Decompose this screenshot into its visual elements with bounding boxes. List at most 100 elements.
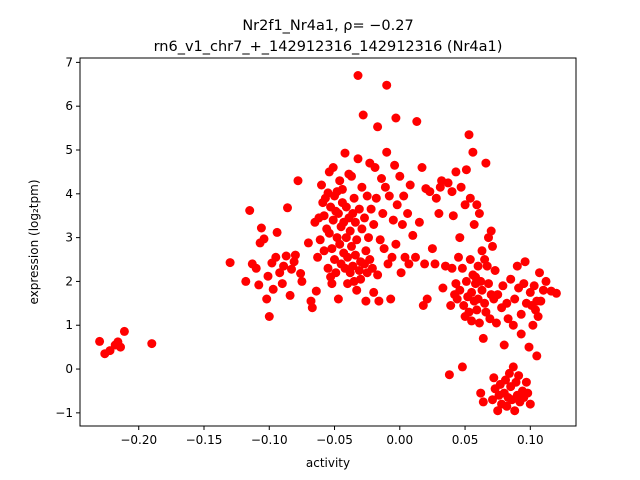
data-point (446, 301, 456, 310)
data-point (469, 220, 479, 229)
data-point (420, 259, 430, 269)
data-point (455, 233, 465, 243)
data-point (485, 314, 495, 324)
data-point (524, 342, 534, 352)
data-point (285, 290, 295, 300)
chart-title-line1: Nr2f1_Nr4a1, ρ= −0.27 (242, 18, 413, 34)
data-point (491, 318, 501, 328)
data-point (331, 268, 341, 278)
data-point (303, 238, 313, 248)
data-point (481, 307, 491, 317)
data-point (356, 274, 366, 284)
data-point (476, 388, 486, 398)
data-point (451, 279, 461, 289)
data-point (504, 368, 514, 378)
data-point (388, 215, 398, 225)
data-point (397, 220, 407, 229)
data-point (358, 110, 368, 120)
y-tick-label: 5 (65, 143, 73, 157)
data-point (519, 279, 529, 289)
data-point (464, 130, 474, 140)
data-point (375, 235, 385, 245)
data-point (404, 259, 414, 269)
y-tick-label: 0 (65, 362, 73, 376)
data-point (357, 182, 367, 192)
data-point (412, 117, 422, 126)
data-point (498, 281, 508, 291)
data-point (251, 263, 261, 273)
data-point (451, 167, 461, 177)
data-point (317, 180, 326, 190)
data-point (510, 294, 520, 304)
data-point (319, 246, 329, 256)
data-point (361, 246, 371, 256)
data-point (354, 266, 364, 275)
data-point (392, 200, 402, 210)
data-point (535, 268, 544, 278)
data-point (264, 312, 274, 321)
data-point (380, 182, 390, 192)
data-point (493, 406, 503, 416)
data-point (386, 294, 396, 304)
data-point (374, 296, 384, 306)
data-point (502, 401, 512, 411)
data-point (438, 283, 448, 293)
data-point (489, 373, 499, 383)
data-point (343, 252, 353, 262)
data-point (328, 215, 338, 225)
data-point (477, 246, 487, 256)
data-point (361, 296, 371, 306)
data-point (319, 211, 329, 221)
data-point (333, 209, 343, 218)
data-point (271, 252, 281, 262)
data-point (528, 320, 538, 330)
data-point (256, 223, 266, 233)
data-point (477, 285, 487, 295)
data-point (313, 252, 323, 262)
data-point (364, 233, 373, 243)
data-point (281, 251, 291, 261)
data-point (327, 279, 337, 289)
data-point (327, 244, 337, 254)
data-point (379, 244, 389, 254)
data-point (395, 171, 405, 181)
data-point (290, 250, 300, 260)
data-point (488, 395, 497, 405)
data-point (277, 279, 287, 289)
data-point (307, 303, 317, 313)
data-point (337, 184, 347, 194)
data-point (350, 250, 360, 260)
y-tick-label: 6 (65, 99, 73, 113)
x-tick-label: 0.05 (452, 433, 479, 447)
data-point (447, 187, 457, 197)
data-point (293, 176, 303, 186)
data-point (348, 261, 358, 271)
data-point (434, 209, 444, 218)
data-point (474, 318, 484, 328)
data-point (360, 213, 369, 223)
data-point (443, 178, 453, 188)
data-point (119, 326, 129, 336)
data-point (369, 287, 379, 297)
data-point (353, 71, 363, 80)
data-point (263, 271, 273, 281)
data-point (147, 339, 157, 349)
data-point (345, 226, 355, 236)
data-point (387, 252, 397, 262)
data-point (382, 80, 392, 90)
data-point (328, 163, 338, 172)
data-point (357, 224, 367, 234)
data-point (481, 158, 491, 168)
data-point (503, 314, 513, 324)
y-axis-ticks: −1 0 1 2 3 4 5 6 7 (55, 55, 80, 420)
data-point (241, 276, 251, 286)
data-point (488, 241, 497, 251)
data-point (373, 122, 383, 132)
data-point (532, 351, 542, 361)
data-point (447, 263, 457, 273)
data-point (116, 342, 125, 352)
data-point (333, 294, 343, 304)
data-point (525, 287, 535, 297)
data-point (520, 257, 530, 267)
data-point (508, 320, 518, 330)
